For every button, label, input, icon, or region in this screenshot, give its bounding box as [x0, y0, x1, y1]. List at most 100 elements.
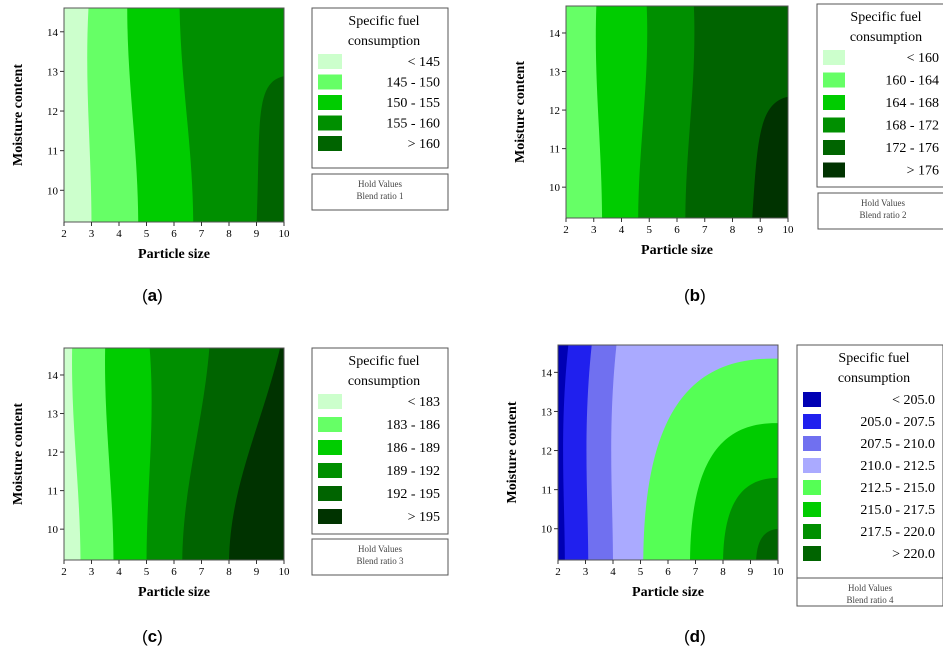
- x-tick-label: 4: [610, 566, 616, 578]
- chart-panel-a: 2 3 4 5 6 7 8 9 10 10 11 12 13 14 Particle size Moistur…: [0, 0, 460, 270]
- y-tick-label: 13: [541, 406, 553, 418]
- legend-swatch: [823, 95, 845, 110]
- legend-label: 189 - 192: [386, 464, 440, 479]
- legend-title: consumption: [348, 374, 420, 389]
- hold-values-text: Blend ratio 3: [357, 556, 404, 566]
- contour-region-7: [756, 528, 778, 560]
- legend-label: < 145: [408, 55, 440, 70]
- x-tick-label: 6: [171, 228, 177, 240]
- legend-swatch: [318, 440, 342, 455]
- x-tick-label: 6: [665, 566, 671, 578]
- contour-regions: [566, 6, 788, 218]
- legend-label: 150 - 155: [386, 96, 440, 111]
- legend-title: consumption: [850, 30, 922, 45]
- chart-d-svg: 2 3 4 5 6 7 8 9 10 10 11 12 13 14 Particle size Moistur…: [505, 344, 943, 607]
- legend-label: 160 - 164: [885, 74, 939, 89]
- hold-values-box: [311, 173, 449, 211]
- x-tick-label: 9: [254, 228, 260, 240]
- x-tick-label: 3: [583, 566, 589, 578]
- y-tick-label: 13: [47, 66, 59, 78]
- legend-title: Specific fuel: [348, 14, 419, 29]
- legend-swatch: [823, 72, 845, 88]
- caption-b: (b): [684, 286, 706, 305]
- x-tick-label: 2: [61, 228, 67, 240]
- legend-swatch: [803, 436, 821, 451]
- hold-values-text: Hold Values: [848, 583, 893, 593]
- x-tick-label: 8: [226, 228, 232, 240]
- legend-swatch: [803, 392, 821, 407]
- legend-label: > 220.0: [892, 547, 935, 562]
- x-tick-label: 5: [144, 566, 150, 578]
- legend-label: 186 - 189: [386, 441, 440, 456]
- legend-label: 164 - 168: [885, 96, 939, 111]
- contour-region-5: [752, 96, 788, 218]
- legend-label: 210.0 - 212.5: [860, 459, 935, 474]
- y-tick-label: 10: [549, 182, 561, 194]
- legend-label: 172 - 176: [885, 141, 939, 156]
- legend-title: Specific fuel: [850, 10, 921, 25]
- x-tick-label: 2: [61, 566, 67, 578]
- legend-swatch: [318, 95, 342, 110]
- x-tick-label: 3: [89, 228, 95, 240]
- x-tick-label: 5: [647, 224, 653, 236]
- x-tick-label: 7: [702, 224, 708, 236]
- y-tick-label: 12: [47, 106, 58, 118]
- contour-regions: [558, 345, 778, 560]
- legend-label: 183 - 186: [386, 418, 440, 433]
- legend-label: 192 - 195: [386, 487, 440, 502]
- contour-regions: [64, 8, 284, 222]
- hold-values-text: Blend ratio 1: [357, 191, 404, 201]
- x-tick-label: 5: [144, 228, 150, 240]
- caption-c: (c): [142, 627, 163, 646]
- chart-panel-b: 2 3 4 5 6 7 8 9 10 10 11 12 13 14 Particle size Moistur…: [480, 0, 943, 275]
- y-tick-label: 10: [47, 524, 59, 536]
- legend-swatch: [803, 480, 821, 495]
- y-tick-label: 13: [47, 409, 59, 421]
- x-tick-label: 2: [563, 224, 569, 236]
- legend-swatch: [823, 50, 845, 65]
- legend-label: > 195: [408, 510, 440, 525]
- y-tick-label: 14: [541, 367, 553, 379]
- legend-title: consumption: [838, 371, 910, 386]
- legend-box: [796, 344, 943, 582]
- legend-title: Specific fuel: [348, 354, 419, 369]
- legend-swatch: [803, 546, 821, 561]
- y-tick-label: 11: [47, 486, 58, 498]
- hold-values-box: [311, 538, 449, 576]
- hold-values-text: Blend ratio 4: [847, 595, 894, 605]
- legend-swatch: [318, 115, 342, 131]
- legend-swatch: [823, 117, 845, 133]
- legend-swatch: [318, 486, 342, 501]
- y-tick-label: 13: [549, 67, 561, 79]
- x-tick-label: 9: [748, 566, 754, 578]
- legend-label: 207.5 - 210.0: [860, 437, 935, 452]
- caption-a: (a): [142, 286, 163, 305]
- x-tick-label: 10: [773, 566, 785, 578]
- chart-c-svg: 2 3 4 5 6 7 8 9 10 10 11 12 13 14 Particle size Moistur…: [11, 347, 449, 600]
- x-tick-label: 9: [758, 224, 764, 236]
- x-tick-label: 10: [279, 566, 291, 578]
- legend-label: 168 - 172: [885, 119, 939, 134]
- y-tick-label: 14: [47, 27, 59, 39]
- x-tick-label: 6: [171, 566, 177, 578]
- legend-label: 155 - 160: [386, 117, 440, 132]
- caption-d: (d): [684, 627, 706, 646]
- legend-swatch: [318, 394, 342, 409]
- legend-title: Specific fuel: [838, 351, 909, 366]
- x-tick-label: 9: [254, 566, 260, 578]
- legend-swatch: [803, 502, 821, 517]
- y-tick-label: 12: [549, 105, 560, 117]
- hold-values-box: [796, 577, 943, 607]
- legend-swatch: [823, 140, 845, 155]
- contour-region-5: [229, 348, 284, 560]
- legend-swatch: [803, 458, 821, 473]
- chart-a-svg: 2 3 4 5 6 7 8 9 10 10 11 12 13 14 Particle size Moistur…: [11, 7, 449, 262]
- contour-region-0: [558, 345, 569, 560]
- legend-label: > 160: [408, 137, 440, 152]
- x-tick-label: 8: [226, 566, 232, 578]
- hold-values-text: Hold Values: [358, 544, 403, 554]
- y-axis-title: Moisture content: [11, 403, 26, 505]
- y-axis-title: Moisture content: [505, 401, 520, 503]
- legend-swatch: [318, 509, 342, 524]
- legend-label: < 205.0: [892, 393, 935, 408]
